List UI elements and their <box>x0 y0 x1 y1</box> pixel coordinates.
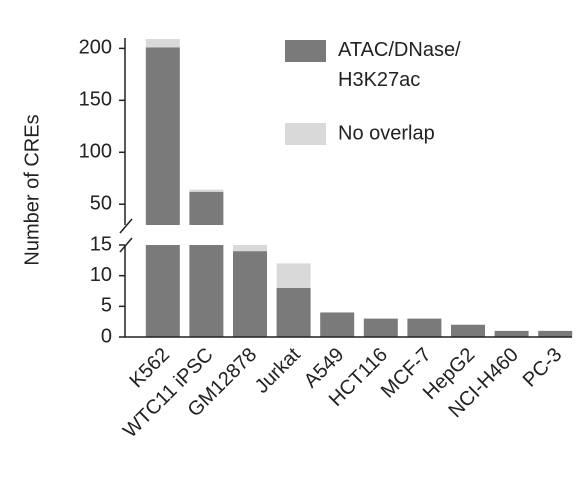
bar-segment <box>145 39 180 48</box>
lower-panel <box>145 245 573 337</box>
bar-segment <box>233 245 267 252</box>
bar-segment <box>276 263 311 288</box>
bar-segment <box>189 245 224 337</box>
y-tick-label: 15 <box>90 233 112 255</box>
y-tick-label: 100 <box>79 141 112 163</box>
bar-segment <box>320 312 355 337</box>
y-tick-label: 50 <box>90 193 112 215</box>
x-tick-label: Jurkat <box>251 343 305 397</box>
y-tick-label: 150 <box>79 89 112 111</box>
y-tick-label: 200 <box>79 37 112 59</box>
y-tick-label: 5 <box>101 295 112 317</box>
y-tick-label: 10 <box>90 264 112 286</box>
axis-break <box>119 218 133 253</box>
bar-segment <box>145 47 180 225</box>
legend-swatch <box>285 40 326 62</box>
bar-segment <box>189 191 224 225</box>
bar-segment <box>407 318 442 337</box>
upper-panel <box>145 39 224 225</box>
bar-segment <box>538 330 573 337</box>
bar-segment <box>145 245 180 337</box>
y-axis-label: Number of CREs <box>21 114 43 265</box>
bar-segment <box>494 330 529 337</box>
legend-swatch <box>285 123 326 145</box>
bar-segment <box>363 318 398 337</box>
x-tick-label: PC-3 <box>519 344 567 392</box>
legend-label: ATAC/DNase/H3K27ac <box>338 39 461 91</box>
bar-segment <box>233 251 267 337</box>
bar-segment <box>276 287 311 337</box>
legend-label: No overlap <box>338 122 435 144</box>
bar-segment <box>451 324 485 337</box>
bar-segment <box>189 189 224 192</box>
y-tick-label: 0 <box>101 325 112 347</box>
